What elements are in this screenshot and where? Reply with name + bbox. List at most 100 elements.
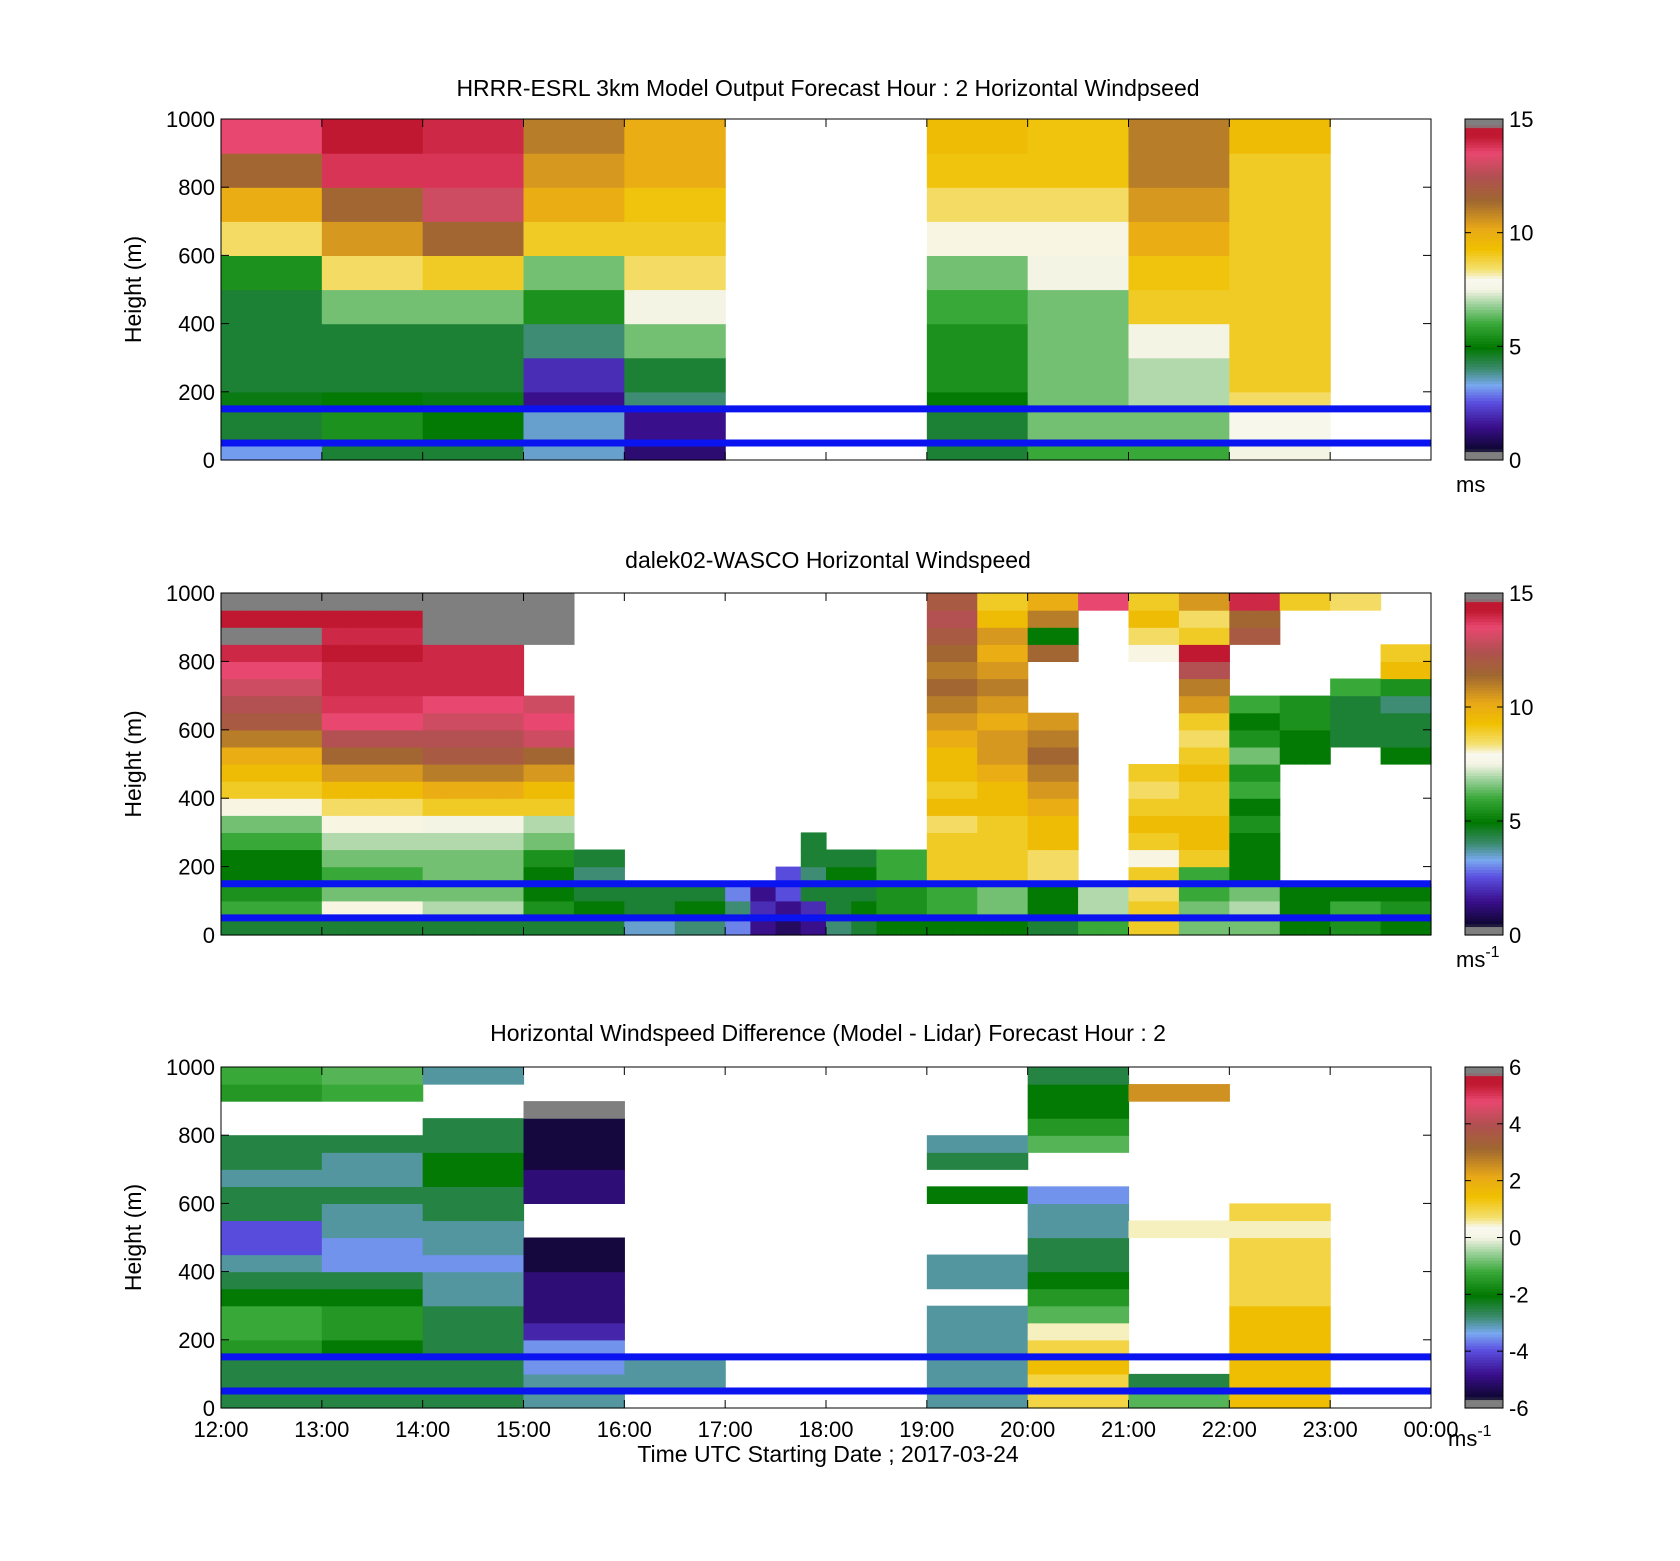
heatmap-cell <box>271 798 298 816</box>
colorbar-segment <box>1465 641 1503 645</box>
heatmap-cell <box>1330 678 1356 697</box>
heatmap-cell <box>800 883 827 902</box>
colorbar-segment <box>1465 732 1503 737</box>
colorbar-segment <box>1465 775 1503 779</box>
heatmap-cell <box>1229 695 1256 714</box>
colorbar-segment <box>1465 1248 1503 1253</box>
heatmap-cell <box>523 1390 625 1409</box>
heatmap-cell <box>1027 781 1054 799</box>
colorbar-segment <box>1465 900 1503 905</box>
heatmap-cell <box>1027 1118 1130 1136</box>
heatmap-cell <box>1229 815 1256 833</box>
heatmap-cell <box>447 849 474 868</box>
heatmap-cell <box>498 866 525 885</box>
heatmap-cell <box>548 917 575 936</box>
heatmap-cell <box>1279 746 1306 765</box>
heatmap-cell <box>952 900 978 919</box>
colorbar-segment <box>1465 875 1503 879</box>
heatmap-cell <box>372 627 399 645</box>
heatmap-cell <box>296 695 323 714</box>
heatmap-cell <box>876 849 903 868</box>
heatmap-cell <box>1178 729 1205 748</box>
heatmap-cell <box>926 1135 1029 1153</box>
heatmap-cell <box>321 593 348 611</box>
heatmap-cell <box>1229 1356 1331 1375</box>
colorbar-segment <box>1465 1172 1503 1176</box>
colorbar-segment <box>1465 343 1503 347</box>
heatmap-cell <box>321 1067 424 1085</box>
heatmap-cell <box>977 661 1004 680</box>
heatmap-cell <box>422 1390 525 1409</box>
colorbar-segment <box>1465 280 1503 285</box>
heatmap-cell <box>321 1288 424 1307</box>
heatmap-cell <box>1027 1084 1130 1102</box>
heatmap-cell <box>1229 883 1256 902</box>
heatmap-cell <box>397 678 424 697</box>
heatmap-cell <box>271 900 298 919</box>
colorbar-segment <box>1465 238 1503 242</box>
colorbar-segment <box>1465 391 1503 396</box>
heatmap-cell <box>1229 832 1256 851</box>
heatmap-cell <box>1027 408 1130 444</box>
colorbar-segment <box>1465 678 1503 682</box>
heatmap-cell <box>624 1373 726 1392</box>
heatmap-cell <box>523 849 550 868</box>
colorbar-segment <box>1465 809 1503 814</box>
colorbar-segment <box>1465 658 1503 662</box>
heatmap-cell <box>1128 593 1155 611</box>
heatmap-cell <box>296 764 323 782</box>
heatmap-cell <box>321 442 424 461</box>
heatmap-cell <box>523 1356 625 1375</box>
heatmap-cell <box>321 289 424 325</box>
colorbar-segment <box>1465 749 1503 754</box>
colorbar-segment <box>1465 283 1503 288</box>
heatmap-cell <box>523 900 550 919</box>
heatmap-cell <box>1204 815 1230 833</box>
heatmap-cell <box>851 866 878 885</box>
heatmap-cell <box>347 729 373 748</box>
heatmap-cell <box>221 391 323 410</box>
heatmap-cell <box>321 678 348 697</box>
lidar-panel: dalek02-WASCO Horizontal Windspeed 0 200 4… <box>120 547 1533 972</box>
heatmap-cell <box>422 883 449 902</box>
heatmap-cell <box>1002 610 1029 628</box>
heatmap-cell <box>599 866 625 885</box>
heatmap-cell <box>246 900 273 919</box>
colorbar-segment <box>1465 1308 1503 1312</box>
colorbar-segment <box>1465 812 1503 816</box>
colorbar-segment <box>1465 155 1503 160</box>
heatmap-cell <box>498 900 525 919</box>
heatmap-cell <box>498 678 525 697</box>
heatmap-cell <box>422 357 525 393</box>
heatmap-cell <box>725 883 751 902</box>
colorbar: 0 5 10 15 ms <box>1456 107 1533 497</box>
colorbar-segment <box>1465 1103 1503 1108</box>
colorbar-segment <box>1465 1365 1503 1369</box>
heatmap-cell <box>422 1373 525 1392</box>
heatmap-cell <box>422 442 525 461</box>
colorbar-segment <box>1465 724 1503 728</box>
heatmap-cell <box>952 832 978 851</box>
heatmap-cell <box>321 1339 424 1358</box>
heatmap-cell <box>397 917 424 936</box>
colorbar-tick-label: 10 <box>1509 221 1533 246</box>
heatmap-cell <box>498 729 525 748</box>
heatmap-cell <box>1027 849 1054 868</box>
heatmap-cell <box>1229 798 1256 816</box>
heatmap-cell <box>347 661 373 680</box>
colorbar-tick-label: -6 <box>1509 1396 1529 1421</box>
heatmap-cell <box>473 627 499 645</box>
heatmap-cell <box>1052 917 1079 936</box>
heatmap-cell <box>1229 593 1256 611</box>
heatmap-cell <box>1128 781 1155 799</box>
colorbar-segment <box>1465 448 1503 453</box>
heatmap-cell <box>1178 900 1205 919</box>
heatmap-cell <box>624 119 726 154</box>
y-tick-label: 400 <box>178 786 215 811</box>
heatmap-cell <box>422 1186 525 1204</box>
heatmap-cell <box>1330 695 1356 714</box>
heatmap-cell <box>321 357 424 393</box>
heatmap-cell <box>1027 610 1054 628</box>
heatmap-cell <box>1405 917 1432 936</box>
colorbar-segment <box>1465 1297 1503 1301</box>
